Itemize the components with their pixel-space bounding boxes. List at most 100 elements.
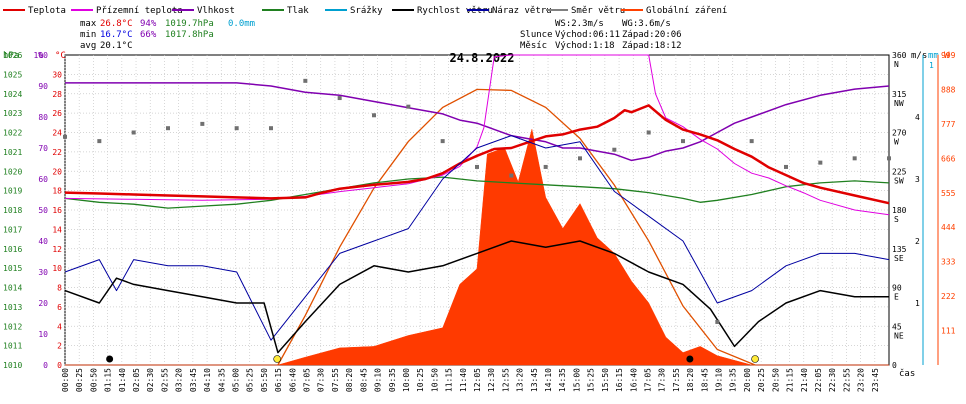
stat-min-press: 1017.8hPa — [165, 30, 214, 40]
time-tick: 02:55 — [160, 368, 169, 392]
wind-direction-mark — [97, 139, 102, 144]
mm-tick: 1 — [929, 61, 934, 70]
stat-min-label: min — [80, 30, 96, 40]
legend-label: Přízemní teplota — [96, 6, 183, 16]
c-tick: 18 — [52, 187, 62, 196]
dir-tick: 360 — [892, 51, 907, 60]
wind-direction-mark — [852, 156, 857, 161]
chart-title: 24.8.2022 — [449, 51, 514, 65]
time-tick: 11:15 — [445, 368, 454, 392]
time-tick: 20:25 — [757, 368, 766, 392]
c-tick: 2 — [57, 342, 62, 351]
stat-max-press: 1019.7hPa — [165, 19, 214, 29]
c-tick: 14 — [52, 225, 62, 234]
pct-tick: 90 — [38, 82, 48, 91]
wind-direction-mark — [681, 139, 685, 144]
time-tick: 05:50 — [260, 368, 269, 392]
time-tick: 03:20 — [175, 368, 184, 392]
c-tick: 24 — [52, 129, 62, 138]
hpa-tick: 1016 — [3, 245, 22, 254]
legend-label: Teplota — [28, 6, 66, 16]
w-tick: 333 — [941, 258, 956, 267]
time-tick: 10:00 — [402, 368, 411, 392]
pct-tick: 0 — [43, 361, 48, 370]
time-tick: 12:55 — [501, 368, 510, 392]
moonset-marker — [686, 355, 694, 363]
hpa-tick: 1025 — [3, 70, 22, 79]
c-tick: 8 — [57, 284, 62, 293]
dir-tick-compass: NE — [894, 331, 904, 340]
time-tick: 12:30 — [487, 368, 496, 392]
axis-unit-w: W — [944, 51, 950, 61]
stat-min-temp: 16.7°C — [100, 30, 133, 40]
w-tick: 999 — [941, 51, 956, 60]
y-axes: hPa% °C1026102510241023102210211020101910… — [3, 51, 956, 370]
info-sun-label: Slunce — [520, 30, 553, 40]
pct-tick: 50 — [38, 206, 48, 215]
wind-direction-mark — [612, 147, 617, 152]
x-axis-unit: čas — [899, 368, 915, 379]
info-moon-label: Měsíc — [520, 41, 547, 51]
time-tick: 16:15 — [615, 368, 624, 392]
time-tick: 10:25 — [416, 368, 425, 392]
time-tick: 07:55 — [331, 368, 340, 392]
time-tick: 15:25 — [587, 368, 596, 392]
wind-direction-mark — [234, 126, 239, 131]
time-tick: 15:00 — [572, 368, 581, 392]
dir-tick-compass: E — [894, 293, 899, 302]
time-tick: 20:00 — [743, 368, 752, 392]
wind-direction-mark — [646, 130, 651, 135]
time-tick: 20:50 — [771, 368, 780, 392]
w-tick: 555 — [941, 189, 956, 198]
legend-label: Směr větru — [571, 6, 625, 16]
wind-direction-mark — [578, 156, 582, 161]
time-tick: 13:20 — [516, 368, 525, 392]
time-tick: 23:45 — [871, 368, 880, 392]
wind-direction-mark — [269, 126, 273, 131]
ms-tick: 4 — [915, 113, 920, 122]
axis-unit-hpa: hPa — [3, 51, 19, 61]
axis-unit-c: °C — [55, 51, 66, 61]
dir-tick: 0 — [892, 361, 897, 370]
time-tick: 14:10 — [544, 368, 553, 392]
wind-direction-mark — [337, 96, 342, 101]
time-tick: 06:40 — [288, 368, 297, 392]
stat-max-hum: 94% — [140, 19, 157, 29]
stat-avg-temp: 20.1°C — [100, 41, 133, 51]
time-tick: 04:10 — [203, 368, 212, 392]
dir-tick-compass: SE — [894, 254, 904, 263]
c-tick: 4 — [57, 322, 62, 331]
w-tick: 444 — [941, 223, 956, 232]
hpa-tick: 1022 — [3, 129, 22, 138]
hpa-tick: 1019 — [3, 187, 22, 196]
pct-tick: 10 — [38, 330, 48, 339]
wind-direction-mark — [440, 139, 445, 144]
time-tick: 10:50 — [430, 368, 439, 392]
hpa-tick: 1010 — [3, 361, 22, 370]
dir-tick: 180 — [892, 206, 907, 215]
wind-direction-mark — [372, 113, 376, 118]
time-tick: 15:50 — [601, 368, 610, 392]
hpa-tick: 1014 — [3, 284, 22, 293]
info-sun-set: Západ:20:06 — [622, 30, 682, 40]
stat-min-hum: 66% — [140, 30, 157, 40]
wind-direction-mark — [784, 164, 788, 169]
wind-direction-mark — [715, 319, 720, 324]
sunset-marker — [751, 355, 759, 363]
info-wg: WG:3.6m/s — [622, 19, 671, 29]
dir-tick: 45 — [892, 322, 902, 331]
wind-direction-mark — [131, 130, 136, 135]
sun-moon-markers — [106, 355, 759, 363]
w-tick: 222 — [941, 292, 956, 301]
time-tick: 08:20 — [345, 368, 354, 392]
time-tick: 17:05 — [644, 368, 653, 392]
wind-direction-mark — [749, 139, 754, 144]
c-tick: 12 — [52, 245, 62, 254]
time-tick: 07:30 — [317, 368, 326, 392]
time-tick: 18:20 — [686, 368, 695, 392]
time-tick: 22:55 — [842, 368, 851, 392]
ms-tick: 1 — [915, 299, 920, 308]
axis-unit-pct: % — [38, 51, 44, 61]
time-tick: 17:55 — [672, 368, 681, 392]
dir-tick: 225 — [892, 167, 907, 176]
